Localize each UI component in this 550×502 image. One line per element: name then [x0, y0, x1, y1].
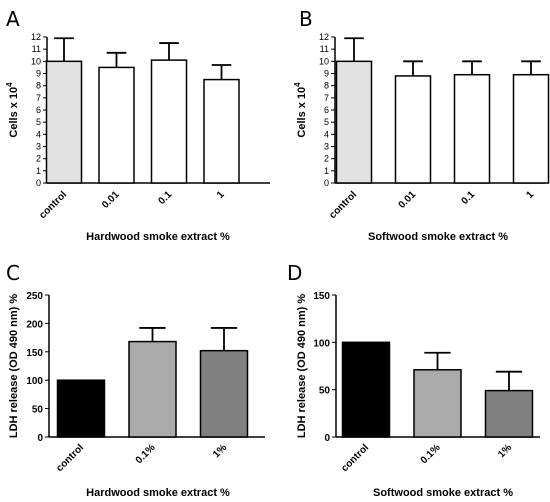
y-tick-label: 0	[36, 178, 41, 188]
y-axis-title-superscript: 4	[293, 82, 302, 87]
chart-panel-c: C 0 50 100 150 200 250 LDH release (OD 490 nm) …	[6, 261, 265, 499]
y-tick-label: 9	[324, 69, 329, 79]
y-tick-label: 250	[26, 291, 43, 302]
y-tick-label: 0	[324, 178, 329, 188]
y-tick-label: 3	[324, 142, 329, 152]
x-tick-label: control	[339, 442, 371, 474]
x-tick-label: 1%	[496, 442, 514, 460]
x-tick-label: 0.1	[157, 189, 175, 207]
y-tick-label: 2	[36, 154, 41, 164]
y-axis-title-superscript: 4	[5, 82, 14, 87]
y-axis-title: LDH release (OD 490 nm) %	[296, 294, 308, 438]
y-tick-label: 4	[324, 129, 329, 139]
bar-0-1-	[413, 369, 462, 438]
y-tick-label: 7	[36, 93, 41, 103]
x-tick-label: 0.01	[100, 189, 122, 211]
x-tick-label: 0.1	[460, 189, 478, 207]
y-tick-label: 100	[26, 376, 43, 387]
x-tick-label: 0.1%	[419, 442, 443, 466]
y-tick-label: 150	[26, 348, 43, 359]
x-axis-title: Softwood smoke extract %	[368, 231, 508, 243]
bar-control	[335, 60, 373, 184]
y-tick-label: 6	[324, 105, 329, 115]
chart-panel-d: D 0 50 100 150 LDH release (OD 490 nm) % contr…	[287, 261, 540, 499]
x-tick-label: 1%	[211, 442, 229, 460]
bar-0-1-	[128, 340, 177, 438]
y-axis-title: Cells x 104	[293, 82, 308, 138]
x-tick-label: control	[327, 189, 359, 221]
y-tick-label: 7	[324, 93, 329, 103]
x-tick-label: 0.1%	[134, 442, 158, 466]
y-axis-title: LDH release (OD 490 nm) %	[8, 294, 20, 438]
y-tick-label: 100	[313, 338, 330, 349]
y-tick-label: 0	[324, 433, 330, 444]
panel-letter: D	[287, 261, 302, 285]
bar-control	[56, 379, 106, 438]
y-tick-label: 4	[36, 129, 41, 139]
y-tick-label: 5	[324, 117, 329, 127]
y-tick-label: 1	[36, 166, 41, 176]
y-tick-label: 11	[320, 44, 329, 54]
panel-letter: A	[6, 7, 20, 31]
x-tick-label: 1	[524, 189, 536, 201]
y-tick-label: 200	[26, 319, 43, 330]
y-tick-label: 0	[37, 433, 43, 444]
x-axis-title: Hardwood smoke extract %	[86, 231, 230, 243]
y-tick-label: 50	[32, 405, 44, 416]
panel-letter: C	[6, 261, 20, 285]
x-axis-title: Hardwood smoke extract %	[86, 487, 230, 499]
bar-control	[341, 341, 391, 438]
bar-0-1	[453, 73, 491, 184]
x-tick-label: 1	[215, 189, 227, 201]
y-tick-label: 12	[31, 32, 41, 42]
y-tick-label: 8	[36, 81, 41, 91]
y-tick-label: 50	[319, 386, 331, 397]
x-tick-label: control	[37, 189, 69, 221]
y-tick-label: 10	[31, 56, 41, 66]
panel-letter: B	[299, 7, 313, 31]
y-tick-label: 6	[36, 105, 41, 115]
bar-1-	[484, 389, 534, 438]
bar-1-	[199, 349, 249, 438]
y-tick-label: 10	[319, 56, 329, 66]
y-tick-label: 5	[36, 117, 41, 127]
x-tick-label: 0.01	[397, 189, 419, 211]
y-tick-label: 2	[324, 154, 329, 164]
y-tick-label: 12	[319, 32, 329, 42]
x-axis-title: Softwood smoke extract %	[373, 487, 513, 499]
y-tick-label: 3	[36, 142, 41, 152]
x-tick-label: control	[54, 442, 86, 474]
y-tick-label: 11	[32, 44, 41, 54]
y-tick-label: 1	[324, 166, 329, 176]
y-tick-label: 8	[324, 81, 329, 91]
y-tick-label: 9	[36, 69, 41, 79]
bar-1	[512, 73, 550, 184]
y-axis-title: Cells x 104	[5, 82, 20, 138]
y-tick-label: 150	[313, 291, 330, 302]
bar-1	[203, 78, 240, 184]
bar-0-01	[98, 66, 135, 184]
bar-0-1	[150, 59, 188, 184]
bar-control	[45, 60, 83, 184]
bar-0-01	[394, 75, 432, 184]
